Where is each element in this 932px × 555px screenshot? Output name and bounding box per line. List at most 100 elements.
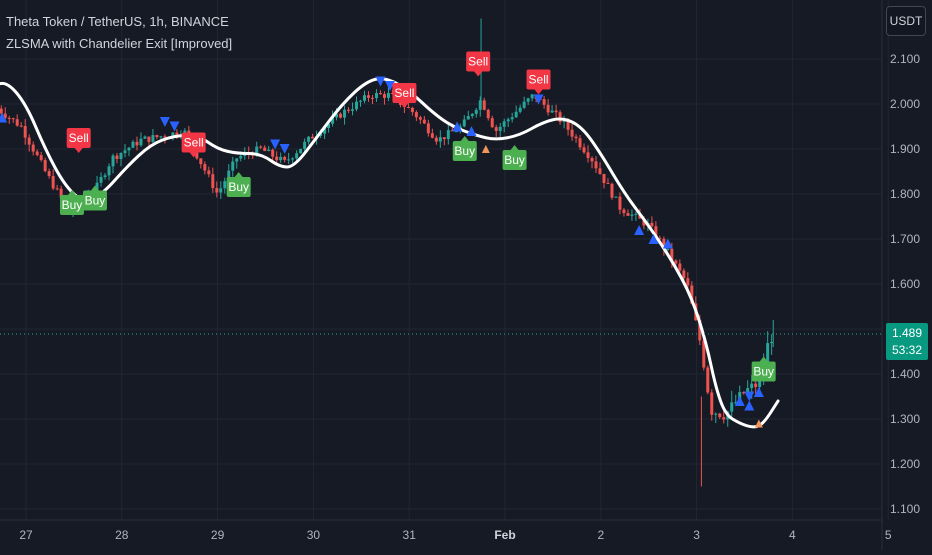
candle-body <box>27 137 31 145</box>
currency-button[interactable]: USDT <box>886 6 926 36</box>
down-triangle-marker <box>159 117 170 127</box>
candle-body <box>107 166 111 176</box>
candle-body <box>650 222 654 227</box>
down-triangle-marker <box>375 76 386 87</box>
candle-body <box>598 168 602 174</box>
candle-body <box>698 320 702 341</box>
candle-body <box>255 146 259 156</box>
candle-body <box>299 148 303 154</box>
candle-body <box>766 343 770 365</box>
up-triangle-marker <box>734 396 745 406</box>
up-triangle-marker <box>0 112 8 123</box>
candle-body <box>303 141 307 149</box>
candle-body <box>323 128 327 134</box>
candle-body <box>335 113 339 118</box>
up-triangle-marker <box>753 387 764 397</box>
candle-body <box>670 248 674 261</box>
candle-body <box>754 383 758 387</box>
candle-body <box>219 188 223 193</box>
candle-body <box>758 376 762 387</box>
candle-body <box>231 161 235 171</box>
sell-label-box <box>526 69 551 90</box>
candle-body <box>99 176 103 183</box>
candle-body <box>446 130 450 140</box>
time-tick-label: 4 <box>789 528 796 542</box>
candle-body <box>139 138 143 146</box>
candle-body <box>466 116 470 120</box>
candle-body <box>382 94 386 98</box>
candle-body <box>163 136 167 138</box>
candle-body <box>215 188 219 193</box>
candle-body <box>351 109 355 111</box>
candle-body <box>307 136 311 142</box>
buy-label-pointer <box>67 190 76 195</box>
candle-body <box>59 188 63 198</box>
up-triangle-marker <box>452 121 463 132</box>
down-triangle-marker <box>533 94 544 105</box>
down-triangle-marker <box>744 391 755 402</box>
candle-body <box>478 100 482 110</box>
candle-body <box>211 174 215 189</box>
candle-body <box>590 158 594 162</box>
candle-body <box>750 383 754 389</box>
time-tick-label: 2 <box>597 528 604 542</box>
candle-body <box>343 109 347 118</box>
candle-body <box>614 196 618 198</box>
sell-label: Sell <box>526 69 551 95</box>
price-tick-label: 1.900 <box>890 142 920 156</box>
candle-body <box>35 151 39 156</box>
up-triangle-marker <box>634 225 645 235</box>
candle-body <box>119 152 123 159</box>
candle-body <box>530 94 534 99</box>
candle-body <box>131 141 135 148</box>
buy-label-box <box>502 150 527 170</box>
candle-body <box>195 148 199 159</box>
candle-body <box>622 209 626 214</box>
candle-body <box>275 156 279 161</box>
candle-body <box>462 119 466 127</box>
candle-body <box>414 112 418 118</box>
candle-body <box>31 144 35 152</box>
price-tick-label: 1.800 <box>890 187 920 201</box>
candle-body <box>271 149 275 157</box>
candle-body <box>331 117 335 124</box>
candle-body <box>111 155 115 167</box>
candle-body <box>227 170 231 182</box>
indicator-title: ZLSMA with Chandelier Exit [Improved] <box>6 36 233 51</box>
candle-body <box>582 147 586 153</box>
candle-body <box>406 107 410 109</box>
candle-body <box>566 120 570 130</box>
candle-body <box>454 131 458 133</box>
buy-label: Buy <box>59 190 84 215</box>
sell-label-text: Sell <box>184 136 204 150</box>
candle-body <box>654 226 658 239</box>
buy-label-pointer <box>759 356 768 362</box>
candle-body <box>43 160 47 172</box>
time-tick-label: 3 <box>693 528 700 542</box>
candle-body <box>682 270 686 279</box>
candle-body <box>171 132 175 138</box>
sell-label-text: Sell <box>529 73 549 87</box>
candle-body <box>642 218 646 226</box>
candle-body <box>770 341 774 344</box>
candle-body <box>474 109 478 114</box>
candle-body <box>159 136 163 138</box>
candle-body <box>518 107 522 112</box>
candle-body <box>510 117 514 120</box>
candle-body <box>263 147 267 152</box>
buy-label-pointer <box>510 145 519 150</box>
chart-legend: Theta Token / TetherUS, 1h, BINANCE ZLSM… <box>6 11 232 55</box>
buy-label-box <box>59 195 84 215</box>
candle-body <box>630 214 634 216</box>
candle-body <box>722 417 726 420</box>
candle-body <box>490 118 494 128</box>
grid <box>0 0 889 520</box>
sell-label: Sell <box>66 128 91 153</box>
candle-body <box>339 113 343 118</box>
candle-body <box>494 127 498 131</box>
candle-body <box>203 164 207 171</box>
candle-body <box>562 120 566 122</box>
candle-body <box>418 117 422 120</box>
